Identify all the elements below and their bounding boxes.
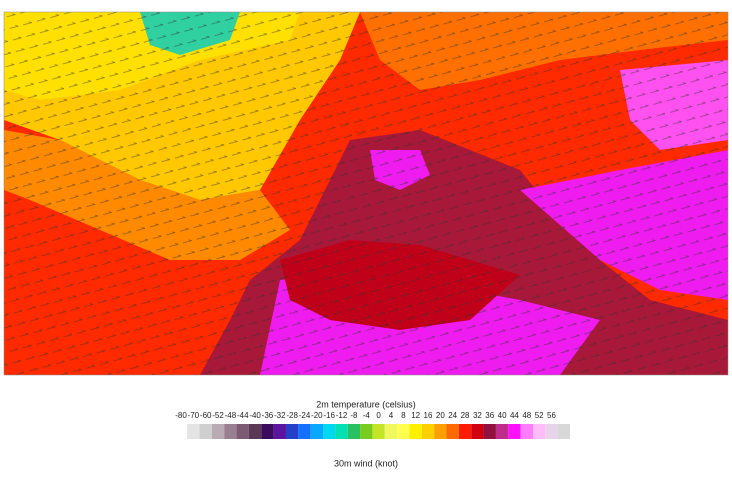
colorbar-tick-label: 56 — [547, 411, 556, 420]
color-swatch — [261, 424, 274, 439]
colorbar-tick-label: 32 — [473, 411, 482, 420]
colorbar-tick-label: -70 — [188, 411, 200, 420]
color-swatch — [360, 424, 373, 439]
color-swatch — [508, 424, 521, 439]
colorbar-tick-label: 44 — [510, 411, 519, 420]
colorbar-tick-label: 12 — [411, 411, 420, 420]
colorbar-tick-label: -48 — [225, 411, 237, 420]
colorbar-tick-label: -36 — [262, 411, 274, 420]
colorbar-tick-label: -20 — [311, 411, 323, 420]
colorbar-tick-label: 48 — [522, 411, 531, 420]
color-swatch — [434, 424, 447, 439]
colorbar-tick-label: 36 — [485, 411, 494, 420]
colorbar-tick-label: -80 — [175, 411, 187, 420]
colorbar-tick-label: 20 — [436, 411, 445, 420]
colorbar-tick-label: -44 — [237, 411, 249, 420]
colorbar-tick-label: -24 — [299, 411, 311, 420]
colorbar: -80 -70 -60 -52 -48 -44 -40 -36 -32 -28 -24 -20 -16-… — [175, 411, 571, 439]
wind-label: 30m wind (knot) — [334, 458, 398, 468]
color-swatch — [248, 424, 262, 439]
color-swatch — [409, 424, 422, 439]
map-frame — [3, 11, 729, 376]
colorbar-tick-label: 8 — [401, 411, 406, 420]
colorbar-tick-label: -40 — [249, 411, 261, 420]
color-swatch — [236, 424, 249, 439]
colorbar-tick-label: 52 — [535, 411, 544, 420]
colorbar-tick-label: -32 — [274, 411, 286, 420]
color-swatch — [458, 424, 472, 439]
color-swatch — [471, 424, 484, 439]
color-swatch — [323, 424, 336, 439]
map — [4, 12, 728, 375]
color-swatch — [532, 424, 546, 439]
color-swatch — [545, 424, 558, 439]
color-swatch — [211, 424, 225, 439]
colorbar-tick-label: 40 — [498, 411, 507, 420]
color-swatch — [199, 424, 212, 439]
color-swatch — [187, 424, 200, 439]
colorbar-tick-label: -4 — [363, 411, 371, 420]
colorbar-tick-label: 24 — [448, 411, 457, 420]
colorbar-tick-label: 0 — [376, 411, 381, 420]
color-swatch — [298, 424, 311, 439]
colorbar-tick-label: -60 — [200, 411, 212, 420]
color-swatch — [347, 424, 361, 439]
colorbar-tick-label: -28 — [286, 411, 298, 420]
colorbar-tick-label: -12 — [336, 411, 348, 420]
color-swatch — [520, 424, 533, 439]
color-swatch — [557, 424, 571, 439]
colorbar-tick-label: 4 — [389, 411, 394, 420]
color-swatch — [421, 424, 435, 439]
color-swatch — [446, 424, 459, 439]
color-swatch — [335, 424, 348, 439]
colorbar-tick-label: -8 — [350, 411, 358, 420]
legend-title: 2m temperature (celsius) — [316, 399, 416, 409]
colorbar-tick-label: 28 — [461, 411, 470, 420]
color-swatch — [372, 424, 385, 439]
colorbar-tick-label: -16 — [323, 411, 335, 420]
color-swatch — [483, 424, 496, 439]
color-swatch — [310, 424, 324, 439]
color-swatch — [397, 424, 410, 439]
color-swatch — [384, 424, 398, 439]
colorbar-tick-label: 16 — [424, 411, 433, 420]
color-swatch — [224, 424, 237, 439]
color-swatch — [273, 424, 286, 439]
colorbar-tick-label: -52 — [212, 411, 224, 420]
color-swatch — [495, 424, 509, 439]
wind-arrows — [4, 12, 728, 375]
color-swatch — [285, 424, 299, 439]
